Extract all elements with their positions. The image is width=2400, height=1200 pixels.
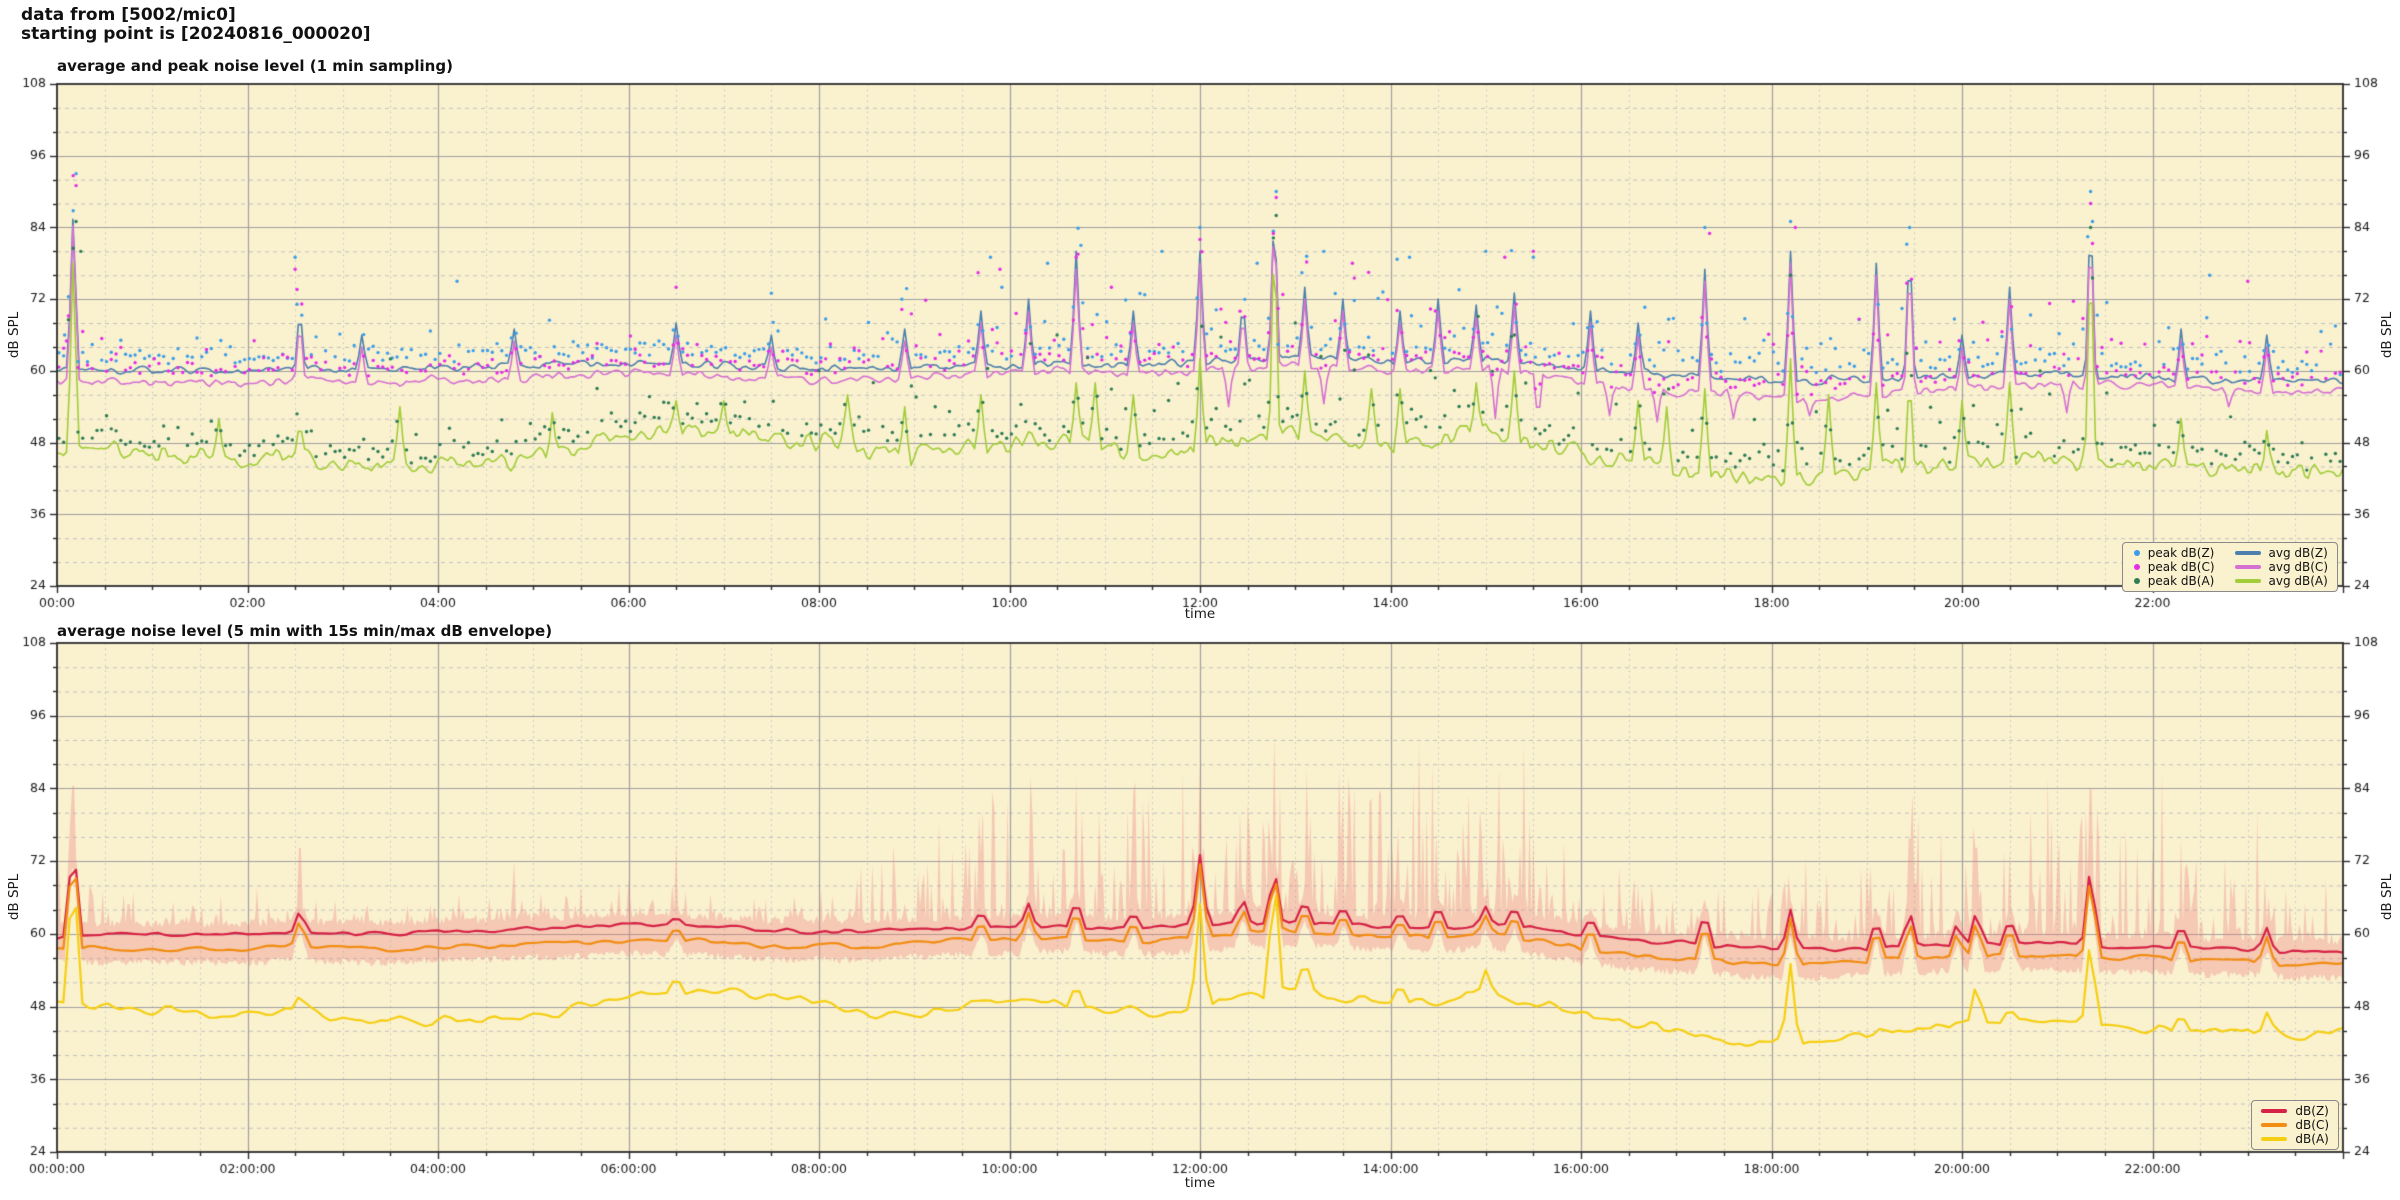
header-starting-point: starting point is [20240816_000020] [21, 24, 371, 44]
peak-marker-icon [2133, 578, 2140, 584]
legend-item-avg-db-c-: avg dB(C) [2234, 560, 2328, 574]
legend-item-avg-db-a--label: avg dB(A) [2268, 574, 2328, 588]
bottom-chart-title: average noise level (5 min with 15s min/… [57, 622, 553, 640]
line-swatch-icon [2261, 1137, 2288, 1141]
legend-item-db-c-: dB(C) [2261, 1118, 2329, 1132]
legend-item-peak-db-z--label: peak dB(Z) [2147, 546, 2215, 560]
legend-item-peak-db-c--label: peak dB(C) [2147, 560, 2215, 574]
legend-item-avg-db-z--label: avg dB(Z) [2268, 546, 2328, 560]
bottom-chart-xlabel: time [1184, 1175, 1216, 1191]
legend-item-peak-db-a--label: peak dB(A) [2147, 574, 2215, 588]
avg-line-swatch-icon [2234, 551, 2261, 555]
legend-item-avg-db-a-: avg dB(A) [2234, 574, 2328, 588]
line-swatch-icon [2261, 1109, 2288, 1113]
legend-item-peak-db-a-: peak dB(A) [2132, 574, 2215, 588]
legend-item-db-a--label: dB(A) [2295, 1132, 2329, 1146]
bottom-chart-legend: dB(Z) dB(C) dB(A) [2251, 1100, 2339, 1150]
legend-item-db-z--label: dB(Z) [2295, 1104, 2329, 1118]
header-data-source: data from [5002/mic0] [21, 5, 236, 25]
bottom-chart-ylabel-right: dB SPL [2379, 873, 2395, 921]
legend-item-avg-db-c--label: avg dB(C) [2268, 560, 2328, 574]
avg-line-swatch-icon [2234, 579, 2261, 583]
peak-marker-icon [2133, 564, 2140, 570]
avg-line-swatch-icon [2234, 565, 2261, 569]
top-chart-legend: peak dB(Z) avg dB(Z) peak dB(C) avg dB(C) pe… [2121, 542, 2338, 592]
legend-item-db-c--label: dB(C) [2295, 1118, 2329, 1132]
legend-item-peak-db-c-: peak dB(C) [2132, 560, 2215, 574]
legend-item-peak-db-z-: peak dB(Z) [2132, 546, 2215, 560]
legend-item-db-z-: dB(Z) [2261, 1104, 2329, 1118]
peak-marker-icon [2133, 550, 2140, 556]
top-chart-ylabel-right: dB SPL [2379, 311, 2395, 359]
top-chart-title: average and peak noise level (1 min samp… [57, 57, 453, 75]
legend-item-avg-db-z-: avg dB(Z) [2234, 546, 2328, 560]
line-swatch-icon [2261, 1123, 2288, 1127]
legend-item-db-a-: dB(A) [2261, 1132, 2329, 1146]
top-chart-xlabel: time [1184, 606, 1216, 622]
bottom-chart-ylabel-left: dB SPL [6, 873, 22, 921]
top-chart-ylabel-left: dB SPL [6, 311, 22, 359]
